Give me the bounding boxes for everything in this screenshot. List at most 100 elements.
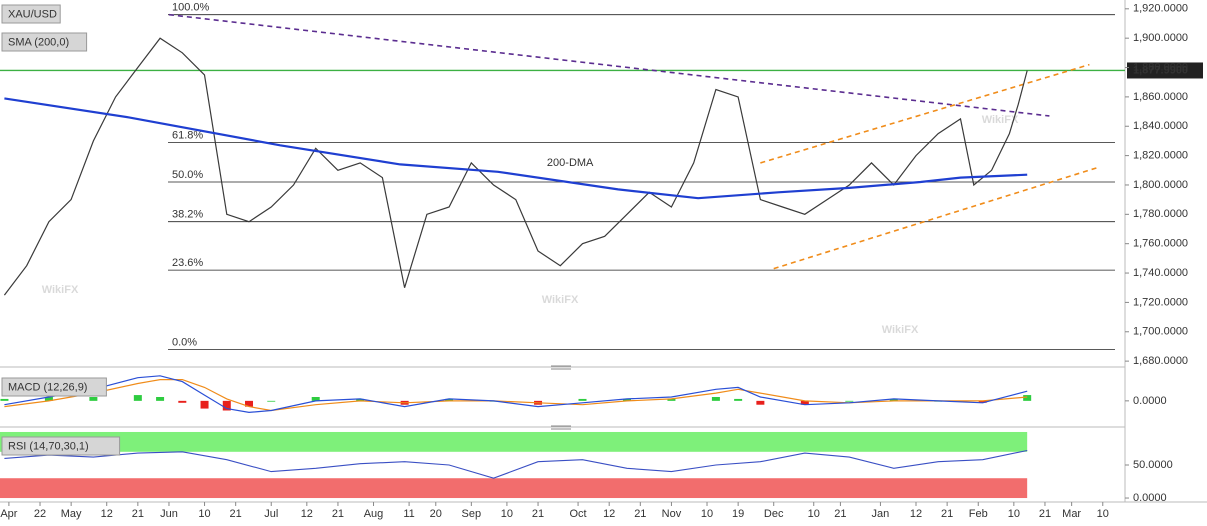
histogram-bar — [845, 400, 854, 402]
legend-box — [1, 4, 61, 24]
rsi-line — [4, 449, 1028, 479]
y-tick-label: 1,880.0000 — [1133, 61, 1188, 73]
legend-label: RSI (14,70,30,1) — [8, 440, 89, 452]
histogram-bar — [200, 400, 209, 409]
y-tick-label: 1,800.0000 — [1133, 179, 1188, 191]
fib-label: 0.0% — [172, 336, 197, 348]
x-tick-label: 21 — [532, 508, 544, 520]
x-tick-label: Aug — [364, 508, 384, 520]
trendline — [773, 166, 1099, 270]
y-tick-label: 1,700.0000 — [1133, 326, 1188, 338]
y-tick-label: 1,840.0000 — [1133, 120, 1188, 132]
x-tick-label: 10 — [808, 508, 820, 520]
y-tick-label: 1,740.0000 — [1133, 267, 1188, 279]
x-tick-label: 21 — [332, 508, 344, 520]
y-tick-label: 1,820.0000 — [1133, 150, 1188, 162]
x-tick-label: 21 — [834, 508, 846, 520]
histogram-bar — [44, 397, 53, 401]
histogram-bar — [756, 400, 765, 405]
histogram-bar — [667, 398, 676, 401]
x-tick-label: Jul — [264, 508, 278, 520]
fib-label: 61.8% — [172, 129, 203, 141]
histogram-bar — [89, 397, 98, 401]
histogram-bar — [222, 400, 231, 411]
histogram-bar — [311, 397, 320, 401]
y-tick-label: 1,720.0000 — [1133, 296, 1188, 308]
histogram-bar — [734, 398, 743, 401]
histogram-bar — [178, 400, 187, 403]
watermark: WikiFX — [882, 324, 919, 336]
x-tick-label: 21 — [230, 508, 242, 520]
histogram-bar — [133, 395, 142, 401]
x-tick-label: 10 — [1097, 508, 1109, 520]
legend-box — [1, 436, 121, 456]
x-tick-label: 12 — [910, 508, 922, 520]
x-tick-label: Nov — [662, 508, 682, 520]
x-tick-label: 21 — [634, 508, 646, 520]
fib-label: 100.0% — [172, 2, 210, 14]
rsi-band — [0, 478, 1028, 499]
signal-line — [4, 379, 1028, 412]
histogram-bar — [356, 398, 365, 401]
x-tick-label: 10 — [701, 508, 713, 520]
y-tick-label: 1,680.0000 — [1133, 355, 1188, 367]
watermark: WikiFX — [982, 114, 1019, 126]
y-tick-label: 1,860.0000 — [1133, 91, 1188, 103]
macd-line — [4, 375, 1028, 414]
x-tick-label: 21 — [1039, 508, 1051, 520]
x-tick-label: Oct — [570, 508, 587, 520]
y-tick-label: 1,920.0000 — [1133, 3, 1188, 15]
histogram-bar — [978, 400, 987, 403]
histogram-bar — [245, 400, 254, 407]
y-tick-label: 1,900.0000 — [1133, 32, 1188, 44]
legend-label: SMA (200,0) — [8, 36, 69, 48]
trendline — [760, 63, 1090, 164]
x-tick-label: Jun — [160, 508, 178, 520]
x-tick-label: Apr — [0, 508, 17, 520]
x-tick-label: Sep — [462, 508, 482, 520]
histogram-bar — [156, 397, 165, 401]
x-tick-label: 10 — [198, 508, 210, 520]
fib-label: 38.2% — [172, 209, 203, 221]
y-tick-label: 0.0000 — [1133, 492, 1167, 504]
histogram-bar — [267, 400, 276, 402]
histogram-bar — [0, 398, 9, 401]
current-price-box — [1127, 62, 1203, 79]
x-tick-label: 12 — [101, 508, 113, 520]
x-tick-label: Jan — [872, 508, 890, 520]
y-tick-label: 1,780.0000 — [1133, 208, 1188, 220]
rsi-band — [0, 431, 1028, 452]
x-tick-label: 21 — [941, 508, 953, 520]
histogram-bar — [800, 400, 809, 405]
resize-handle — [551, 365, 571, 430]
x-tick-label: 21 — [132, 508, 144, 520]
histogram-bar — [1023, 395, 1032, 401]
sma-line — [4, 97, 1028, 200]
x-tick-label: 10 — [501, 508, 513, 520]
trendline — [168, 13, 1050, 117]
x-tick-label: 12 — [603, 508, 615, 520]
x-tick-label: 10 — [1008, 508, 1020, 520]
legend-box — [1, 377, 107, 397]
histogram-bar — [889, 398, 898, 401]
y-tick-label: 0.0000 — [1133, 395, 1167, 407]
x-tick-label: May — [61, 508, 82, 520]
histogram-bar — [445, 398, 454, 401]
legend-label: MACD (12,26,9) — [8, 381, 87, 393]
x-tick-label: Dec — [764, 508, 784, 520]
x-tick-label: Mar — [1062, 508, 1081, 520]
watermark: WikiFX — [542, 294, 579, 306]
x-tick-label: 11 — [403, 508, 414, 520]
histogram-bar — [711, 397, 720, 401]
x-tick-label: Feb — [969, 508, 988, 520]
y-tick-label: 1,760.0000 — [1133, 238, 1188, 250]
y-tick-label: 50.0000 — [1133, 459, 1173, 471]
x-tick-label: 19 — [732, 508, 744, 520]
x-tick-label: 22 — [34, 508, 46, 520]
x-tick-label: 20 — [430, 508, 442, 520]
watermark: WikiFX — [42, 284, 79, 296]
legend-label: XAU/USD — [8, 8, 57, 20]
x-tick-label: 12 — [301, 508, 313, 520]
